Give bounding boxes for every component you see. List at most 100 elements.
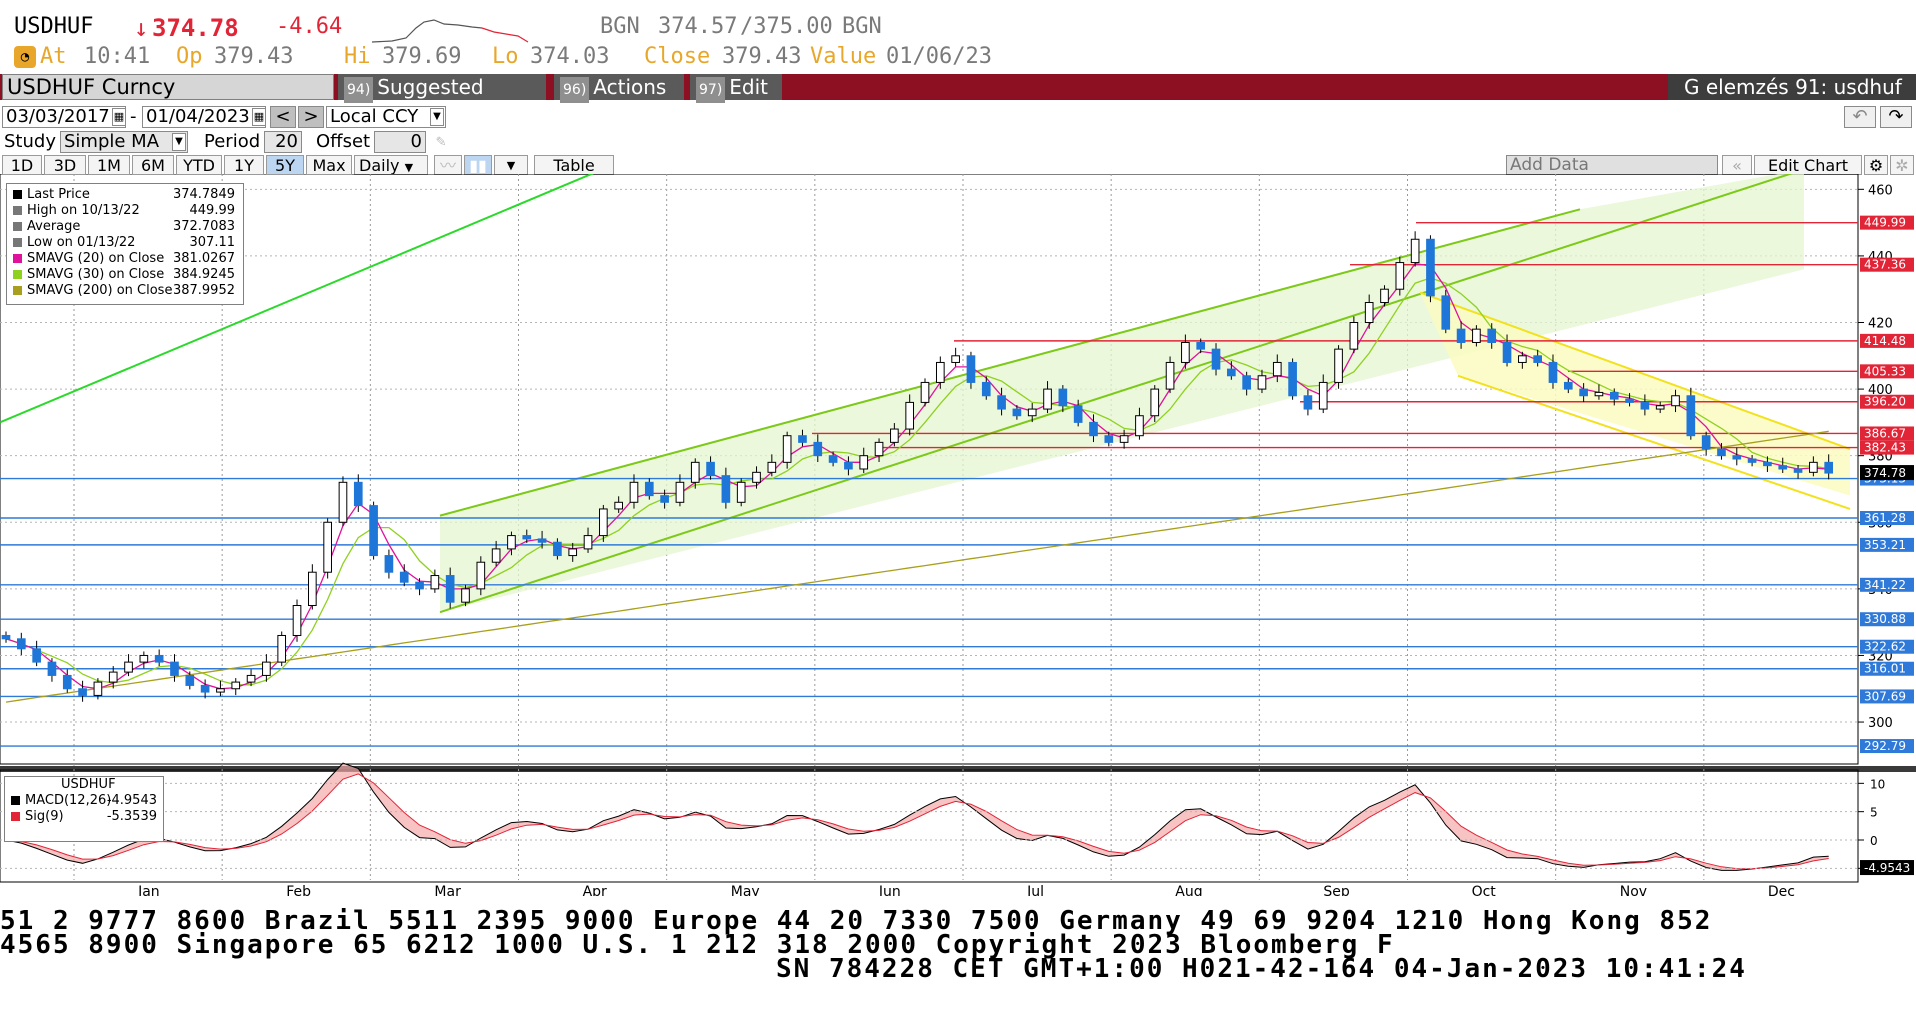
macd-legend-item[interactable]: MACD(12,26) -4.9543 — [5, 793, 163, 809]
candle-body — [905, 401, 915, 430]
pane-divider[interactable] — [0, 766, 1916, 772]
uptrend-lower-line — [439, 174, 1793, 614]
legend-item[interactable]: SMAVG (20) on Close 381.0267 — [7, 251, 243, 267]
candle-body — [1395, 262, 1405, 290]
bar-chart-button[interactable]: ▮▮ — [464, 155, 492, 175]
legend-label: Last Price — [27, 187, 90, 202]
candle-body — [660, 495, 669, 503]
candle-body — [185, 674, 195, 686]
table-button[interactable]: Table — [534, 155, 614, 175]
legend-swatch — [13, 206, 22, 215]
x-tick-label: Nov — [1620, 884, 1647, 896]
edit-button[interactable]: 97) Edit ▼ — [690, 74, 782, 126]
range-tab-1d[interactable]: 1D — [2, 155, 42, 175]
range-tab-1y[interactable]: 1Y — [224, 155, 264, 175]
range-tab-ytd[interactable]: YTD — [176, 155, 222, 175]
legend-item[interactable]: SMAVG (200) on Close 387.9952 — [7, 283, 243, 299]
collapse-panel-button[interactable]: « — [1722, 155, 1752, 175]
candle-body — [1364, 302, 1374, 323]
legend-label: MACD(12,26) — [25, 793, 112, 808]
candle-body — [16, 638, 26, 650]
legend-swatch — [13, 190, 22, 199]
candle-body — [1763, 461, 1772, 467]
legend-item[interactable]: High on 10/13/22 449.99 — [7, 203, 243, 219]
end-calendar-icon[interactable]: ▦ — [252, 108, 266, 126]
period-input[interactable]: 20 — [264, 131, 302, 153]
candle-body — [1809, 461, 1818, 473]
undo-button[interactable]: ↶ — [1844, 106, 1876, 128]
candle-body — [813, 441, 823, 457]
candle-body — [1272, 361, 1282, 377]
frequency-select[interactable]: Daily ▼ — [354, 155, 428, 175]
smavg-20-line — [5, 263, 1829, 690]
macd-legend-item[interactable]: Sig(9) -5.3539 — [5, 809, 163, 825]
offset-input[interactable]: 0 — [374, 131, 426, 153]
suggested-charts-button[interactable]: 94)Suggested Charts — [338, 74, 546, 128]
close-label: Close — [644, 44, 711, 69]
value-label: Value — [810, 44, 877, 69]
line-chart-button[interactable]: 〰 — [434, 155, 462, 175]
downtrend-lower-line — [1457, 374, 1851, 510]
candle-body — [1793, 468, 1803, 473]
footer-contacts-line-2: 4565 8900 Singapore 65 6212 1000 U.S. 1 … — [0, 930, 1395, 960]
price-level-tag — [1860, 689, 1914, 704]
candle-body — [78, 688, 87, 696]
candle-body — [154, 654, 164, 663]
end-date-input[interactable]: 01/04/2023 — [142, 106, 266, 128]
study-select[interactable]: Simple MA — [60, 131, 188, 153]
prev-period-button[interactable]: < — [270, 106, 296, 128]
range-tab-1m[interactable]: 1M — [88, 155, 130, 175]
candle-body — [935, 361, 945, 383]
redo-button[interactable]: ↷ — [1880, 106, 1912, 128]
candle-body — [1548, 361, 1558, 383]
candle-body — [553, 541, 562, 557]
next-period-button[interactable]: > — [298, 106, 324, 128]
chart-settings-icon[interactable]: ⚙ — [1864, 155, 1888, 175]
range-tab-max[interactable]: Max — [306, 155, 352, 175]
candle-body — [1717, 448, 1726, 457]
candle-body — [430, 575, 440, 590]
price-chart[interactable]: 300320340360380400420440460449.99437.364… — [0, 174, 1916, 896]
legend-item[interactable]: Average 372.7083 — [7, 219, 243, 235]
alert-icon[interactable]: ◔ — [14, 46, 36, 68]
actions-button[interactable]: 96) Actions ▼ — [554, 74, 684, 126]
candle-body — [338, 481, 348, 523]
legend-item[interactable]: Last Price 374.7849 — [7, 187, 243, 203]
candle-body — [1380, 288, 1389, 304]
range-tab-5y[interactable]: 5Y — [266, 155, 304, 175]
range-tab-6m[interactable]: 6M — [132, 155, 174, 175]
start-date-input[interactable]: 03/03/2017 — [2, 106, 126, 128]
candle-body — [614, 501, 623, 510]
currency-dropdown-icon[interactable]: ▼ — [430, 108, 444, 126]
edit-chart-button[interactable]: Edit Chart — [1754, 155, 1862, 175]
legend-value: -5.3539 — [106, 809, 157, 824]
legend-item[interactable]: Low on 01/13/22 307.11 — [7, 235, 243, 251]
macd-legend[interactable]: USDHUF MACD(12,26) -4.9543 Sig(9) -5.3539 — [4, 776, 164, 842]
chart-legend[interactable]: Last Price 374.7849 High on 10/13/22 449.99… — [6, 183, 244, 305]
pencil-icon[interactable]: ✎ — [436, 131, 446, 150]
candle-body — [323, 521, 332, 573]
candle-body — [1701, 435, 1711, 450]
gear-icon[interactable]: ✲ — [1890, 155, 1914, 175]
security-field[interactable]: USDHUF Curncy — [2, 74, 334, 100]
price-level-tag — [1860, 661, 1914, 676]
chart-type-dropdown-button[interactable]: ▼ — [494, 155, 528, 175]
legend-item[interactable]: SMAVG (30) on Close 384.9245 — [7, 267, 243, 283]
study-dropdown-icon[interactable]: ▼ — [172, 133, 186, 151]
candle-body — [1196, 341, 1206, 350]
price-level-tag — [1860, 394, 1914, 409]
candle-body — [1135, 415, 1144, 437]
candle-body — [1257, 375, 1267, 390]
add-data-input[interactable]: Add Data — [1506, 155, 1718, 175]
candle-body — [1349, 322, 1359, 350]
start-calendar-icon[interactable]: ▦ — [112, 108, 126, 126]
currency-select[interactable]: Local CCY — [326, 106, 446, 128]
candle-body — [629, 481, 639, 503]
legend-swatch — [11, 812, 20, 821]
open-value: 379.43 — [214, 44, 294, 69]
candle-body — [1441, 295, 1451, 330]
candle-body — [1, 634, 11, 640]
range-tab-3d[interactable]: 3D — [44, 155, 86, 175]
bid-price: 374.57 — [658, 14, 738, 39]
actions-label: Actions — [593, 75, 667, 99]
